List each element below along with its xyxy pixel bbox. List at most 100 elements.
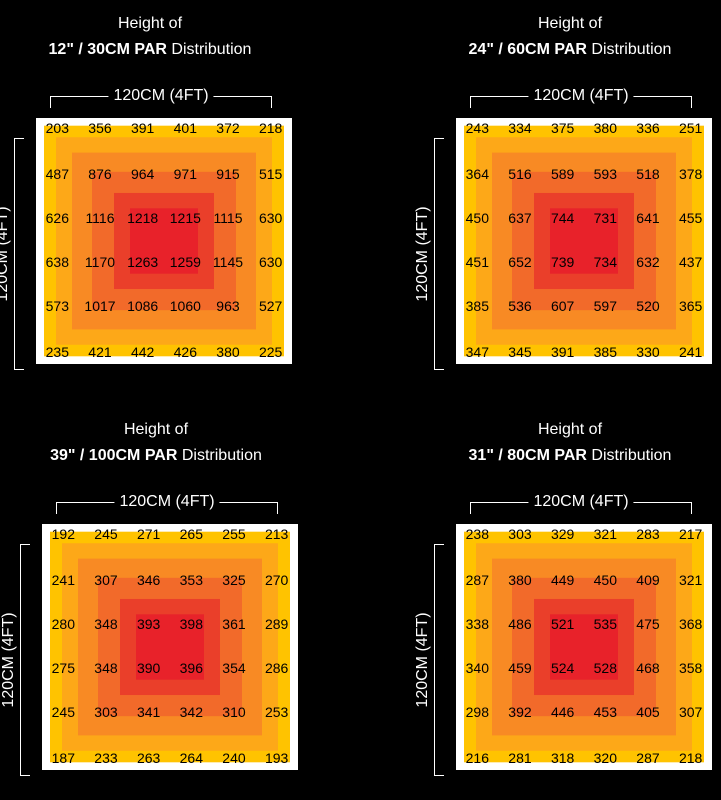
heatmap-rings <box>464 531 704 763</box>
chart-title-line2: 24" / 60CM PAR Distribution <box>420 40 720 60</box>
par-value-cell: 289 <box>264 616 289 632</box>
par-value-cell: 281 <box>508 750 532 766</box>
y-dimension-bracket: 120CM (4FT) <box>0 544 30 776</box>
par-value-cell: 442 <box>130 344 155 360</box>
par-value-cell: 245 <box>94 526 118 542</box>
chart-title-line1: Height of <box>123 421 189 438</box>
par-value-cell: 368 <box>678 616 703 632</box>
par-value-cell: 286 <box>264 660 289 676</box>
heatmap-ring-6 <box>136 614 204 680</box>
y-axis-label: 120CM (4FT) <box>0 200 13 308</box>
par-value-grid: 243 334 375 380 336 251 364 516 589 593 518 378 450 6… <box>456 118 712 364</box>
par-value-cell: 354 <box>222 660 246 676</box>
par-value-cell: 347 <box>465 344 489 360</box>
par-value-cell: 535 <box>593 616 617 632</box>
par-value-cell: 353 <box>179 572 203 588</box>
par-value-cell: 536 <box>508 298 532 314</box>
par-value-cell: 340 <box>465 660 489 676</box>
par-value-cell: 240 <box>222 750 246 766</box>
par-heatmap: 243 334 375 380 336 251 364 516 589 593 518 378 450 6… <box>456 118 712 364</box>
y-axis-label: 120CM (4FT) <box>413 606 433 714</box>
par-value-cell: 275 <box>51 660 75 676</box>
par-value-cell: 307 <box>678 704 703 720</box>
par-value-cell: 364 <box>465 166 489 182</box>
par-value-cell: 487 <box>45 166 69 182</box>
x-dimension-bracket: 120CM (4FT) <box>470 492 692 514</box>
chart-title-line1: Height of <box>537 421 603 438</box>
y-axis-label: 120CM (4FT) <box>413 200 433 308</box>
par-panel-60cm: Height of 24" / 60CM PAR Distribution 120C… <box>413 14 720 394</box>
par-heatmap: 192 245 271 265 255 213 241 307 346 353 325 270 280 3… <box>42 524 298 770</box>
par-value-cell: 468 <box>636 660 660 676</box>
par-value-cell: 283 <box>636 526 660 542</box>
heatmap-rings <box>44 125 284 357</box>
par-value-cell: 1215 <box>169 210 201 226</box>
par-value-cell: 401 <box>173 120 197 136</box>
par-value-cell: 372 <box>216 120 240 136</box>
heatmap-ring-6 <box>550 614 618 680</box>
x-dimension-bracket: 120CM (4FT) <box>470 86 692 108</box>
par-value-cell: 225 <box>258 344 283 360</box>
par-value-cell: 451 <box>465 254 489 270</box>
y-axis-label: 120CM (4FT) <box>0 606 19 714</box>
par-value-cell: 391 <box>130 120 155 136</box>
chart-title-suffix: Distribution <box>166 41 252 58</box>
par-value-cell: 375 <box>550 120 575 136</box>
par-value-cell: 459 <box>508 660 532 676</box>
par-value-cell: 1145 <box>212 254 244 270</box>
par-value-cell: 652 <box>508 254 532 270</box>
chart-title-suffix: Distribution <box>177 447 262 464</box>
par-panel-80cm: Height of 31" / 80CM PAR Distribution 120C… <box>413 420 720 800</box>
chart-title-line2: 31" / 80CM PAR Distribution <box>420 446 720 466</box>
par-value-cell: 1060 <box>169 298 201 314</box>
x-dimension-bracket: 120CM (4FT) <box>50 86 272 108</box>
par-value-cell: 341 <box>136 704 161 720</box>
par-value-cell: 380 <box>216 344 240 360</box>
heatmap-ring-6 <box>550 208 618 274</box>
chart-title-height: 24" / 60CM PAR <box>468 41 587 58</box>
x-axis-label: 120CM (4FT) <box>528 492 634 512</box>
par-value-cell: 446 <box>550 704 575 720</box>
par-value-cell: 593 <box>593 166 617 182</box>
par-value-cell: 630 <box>258 254 283 270</box>
par-value-cell: 1086 <box>127 298 159 314</box>
par-value-cell: 218 <box>678 750 703 766</box>
chart-title-suffix: Distribution <box>586 41 672 58</box>
par-value-cell: 1263 <box>127 254 159 270</box>
par-value-cell: 270 <box>264 572 289 588</box>
par-value-cell: 449 <box>550 572 575 588</box>
par-value-cell: 320 <box>593 750 617 766</box>
par-value-cell: 597 <box>593 298 617 314</box>
par-value-cell: 241 <box>51 572 75 588</box>
heatmap-rings <box>50 531 290 763</box>
par-value-cell: 450 <box>593 572 617 588</box>
par-value-cell: 1218 <box>127 210 159 226</box>
par-value-cell: 287 <box>465 572 489 588</box>
par-value-cell: 356 <box>88 120 112 136</box>
chart-title-height: 31" / 80CM PAR <box>468 447 587 464</box>
par-value-cell: 739 <box>550 254 575 270</box>
par-value-cell: 607 <box>550 298 575 314</box>
par-value-cell: 396 <box>179 660 203 676</box>
par-value-cell: 264 <box>179 750 203 766</box>
par-value-cell: 263 <box>136 750 161 766</box>
par-value-cell: 241 <box>678 344 703 360</box>
par-value-cell: 265 <box>179 526 203 542</box>
par-value-cell: 298 <box>465 704 489 720</box>
par-value-cell: 450 <box>465 210 489 226</box>
par-value-grid: 192 245 271 265 255 213 241 307 346 353 325 270 280 3… <box>42 524 298 770</box>
par-value-cell: 405 <box>636 704 660 720</box>
par-value-cell: 915 <box>216 166 240 182</box>
par-value-cell: 346 <box>136 572 161 588</box>
par-value-cell: 527 <box>258 298 283 314</box>
par-value-cell: 334 <box>508 120 532 136</box>
x-dimension-bracket: 120CM (4FT) <box>56 492 278 514</box>
par-value-cell: 734 <box>593 254 617 270</box>
par-value-cell: 589 <box>550 166 575 182</box>
par-value-cell: 385 <box>465 298 489 314</box>
par-value-cell: 391 <box>550 344 575 360</box>
par-panel-30cm: Height of 12" / 30CM PAR Distribution 120C… <box>0 14 300 394</box>
par-value-cell: 573 <box>45 298 69 314</box>
par-value-cell: 342 <box>179 704 203 720</box>
par-value-cell: 393 <box>136 616 161 632</box>
